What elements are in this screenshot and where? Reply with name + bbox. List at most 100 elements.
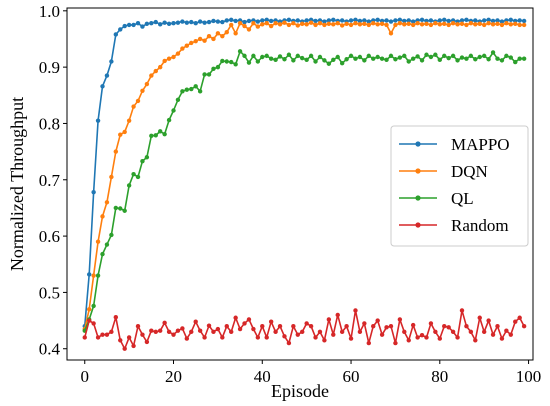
- data-point: [202, 38, 207, 43]
- data-point: [126, 335, 132, 340]
- data-point: [291, 324, 296, 329]
- data-point: [357, 329, 363, 335]
- data-point: [428, 321, 434, 326]
- data-point: [149, 73, 154, 78]
- data-point: [419, 58, 425, 63]
- data-point: [264, 53, 269, 59]
- data-point: [322, 22, 327, 28]
- data-point: [402, 18, 407, 24]
- data-point: [459, 308, 465, 313]
- data-point: [189, 329, 194, 335]
- data-point: [521, 18, 527, 24]
- data-point: [366, 340, 371, 346]
- data-point: [282, 334, 287, 339]
- data-point: [508, 17, 514, 23]
- data-point: [410, 322, 416, 328]
- legend-swatch-marker: [415, 222, 421, 228]
- data-point: [268, 319, 274, 324]
- data-point: [379, 21, 385, 26]
- y-tick-label: 1.0: [39, 2, 60, 21]
- data-point: [273, 329, 278, 335]
- data-point: [521, 324, 527, 329]
- data-point: [384, 57, 389, 63]
- legend-item: MAPPO: [399, 135, 510, 154]
- data-point: [211, 18, 216, 24]
- data-point: [166, 329, 172, 335]
- data-point: [362, 21, 367, 26]
- data-point: [95, 335, 101, 340]
- data-point: [202, 20, 207, 25]
- data-point: [242, 53, 247, 59]
- data-point: [393, 22, 398, 28]
- data-point: [189, 40, 194, 46]
- series-line: [84, 50, 525, 332]
- data-point: [291, 58, 296, 63]
- data-point: [415, 54, 420, 59]
- legend-item: Random: [399, 216, 509, 235]
- data-point: [175, 97, 181, 103]
- data-point: [446, 18, 451, 24]
- legend-swatch-marker: [415, 141, 421, 147]
- data-point: [353, 21, 358, 26]
- series-layer: [82, 17, 527, 351]
- data-point: [260, 54, 265, 60]
- legend: MAPPO DQN QL Random: [390, 125, 529, 247]
- data-point: [424, 335, 429, 340]
- data-point: [229, 59, 234, 65]
- data-point: [193, 21, 198, 26]
- data-point: [131, 343, 136, 349]
- data-point: [437, 22, 442, 27]
- data-point: [384, 18, 389, 23]
- data-point: [215, 64, 221, 70]
- y-tick-label: 0.4: [39, 340, 61, 359]
- data-point: [406, 21, 411, 26]
- data-point: [175, 20, 181, 25]
- legend-label: QL: [451, 189, 474, 208]
- data-point: [113, 205, 119, 211]
- data-point: [184, 20, 190, 25]
- data-point: [82, 335, 87, 340]
- data-point: [131, 171, 136, 177]
- data-point: [450, 329, 456, 335]
- data-point: [140, 332, 145, 337]
- data-point: [521, 22, 527, 28]
- data-point: [229, 17, 234, 23]
- data-point: [517, 315, 522, 320]
- data-point: [91, 273, 96, 278]
- data-point: [149, 133, 154, 139]
- data-point: [437, 18, 442, 23]
- series-line: [83, 19, 525, 327]
- data-point: [135, 21, 141, 26]
- data-point: [388, 53, 394, 59]
- data-point: [286, 22, 292, 28]
- data-point: [419, 22, 425, 27]
- data-point: [233, 31, 238, 36]
- data-point: [175, 328, 181, 333]
- data-point: [442, 53, 447, 59]
- legend-swatch-marker: [415, 168, 421, 174]
- data-point: [517, 56, 522, 61]
- y-tick-label: 0.9: [39, 58, 60, 77]
- data-point: [446, 55, 451, 61]
- data-point: [286, 17, 292, 23]
- data-point: [477, 21, 482, 26]
- x-tick-label: 40: [254, 367, 271, 386]
- data-point: [464, 324, 469, 329]
- data-point: [149, 21, 154, 26]
- data-point: [144, 155, 150, 160]
- data-point: [339, 329, 345, 335]
- y-tick-label: 0.8: [39, 114, 60, 133]
- data-point: [286, 340, 292, 346]
- data-point: [486, 21, 491, 26]
- data-point: [357, 18, 363, 24]
- data-point: [202, 335, 207, 340]
- data-point: [397, 55, 403, 60]
- data-point: [175, 51, 181, 56]
- data-point: [184, 87, 190, 92]
- data-point: [91, 303, 96, 309]
- data-point: [144, 339, 150, 345]
- data-point: [118, 27, 123, 32]
- legend-label: Random: [451, 216, 509, 235]
- data-point: [375, 17, 380, 23]
- data-point: [348, 336, 354, 341]
